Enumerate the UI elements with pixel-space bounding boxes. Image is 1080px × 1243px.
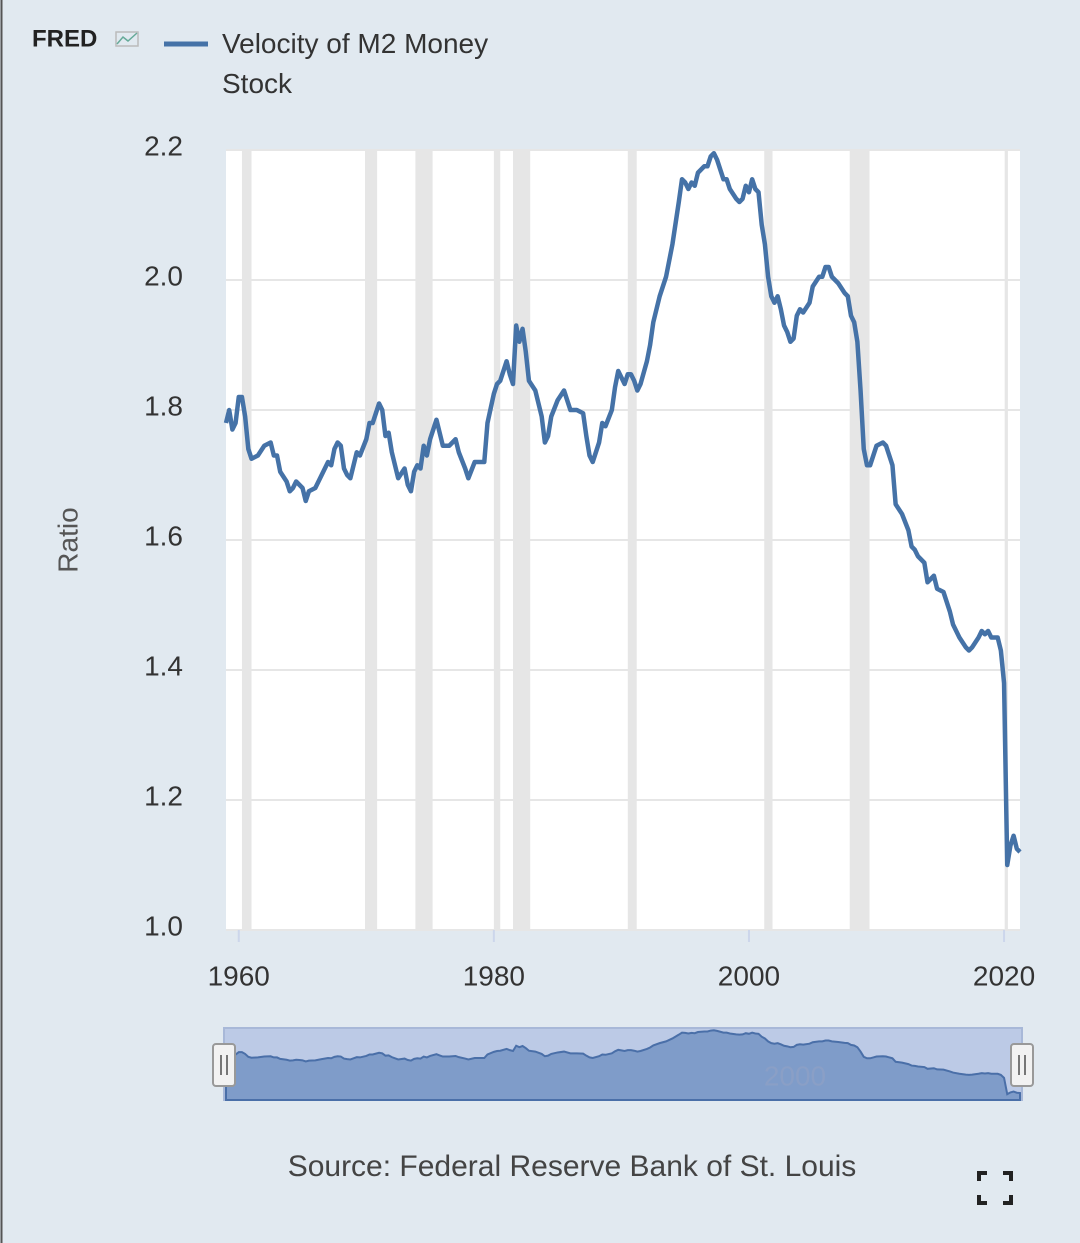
y-tick-label: 1.8 (144, 390, 183, 421)
y-tick-label: 2.0 (144, 260, 183, 291)
line-series (223, 151, 1022, 868)
y-tick-label: 1.2 (144, 780, 183, 811)
y-tick-label: 1.0 (144, 910, 183, 941)
logo-icon (115, 31, 139, 47)
logo: FRED (32, 25, 97, 52)
source: Source: Federal Reserve Bank of St. Loui… (288, 1150, 857, 1183)
navigator-handle[interactable] (1010, 1043, 1034, 1087)
y-tick-label: 1.6 (144, 520, 183, 551)
x-tick-label: 2000 (718, 960, 780, 991)
x-tick-label: 1980 (463, 960, 525, 991)
navigator: 2000 (212, 1027, 1034, 1101)
y-axis-label: Ratio (52, 507, 83, 572)
x-tick-label: 1960 (208, 960, 270, 991)
handle-body (212, 1043, 236, 1087)
marks (223, 151, 1022, 868)
navigator-area (225, 1029, 1021, 1101)
y-tick-label: 2.2 (144, 130, 183, 161)
fullscreen-button[interactable] (977, 1171, 1013, 1205)
legend-label: Velocity of M2 Money Stock (222, 28, 489, 99)
navigator-handle[interactable] (212, 1043, 236, 1087)
x-tick-label: 2020 (973, 960, 1035, 991)
handle-body (1010, 1043, 1034, 1087)
grid: 1.0 1.2 1.4 1.6 1.8 2.0 2.2 1960 1980 2000 2020 (144, 130, 1035, 991)
y-tick-label: 1.4 (144, 650, 183, 681)
navigator-label: 2000 (764, 1060, 826, 1091)
